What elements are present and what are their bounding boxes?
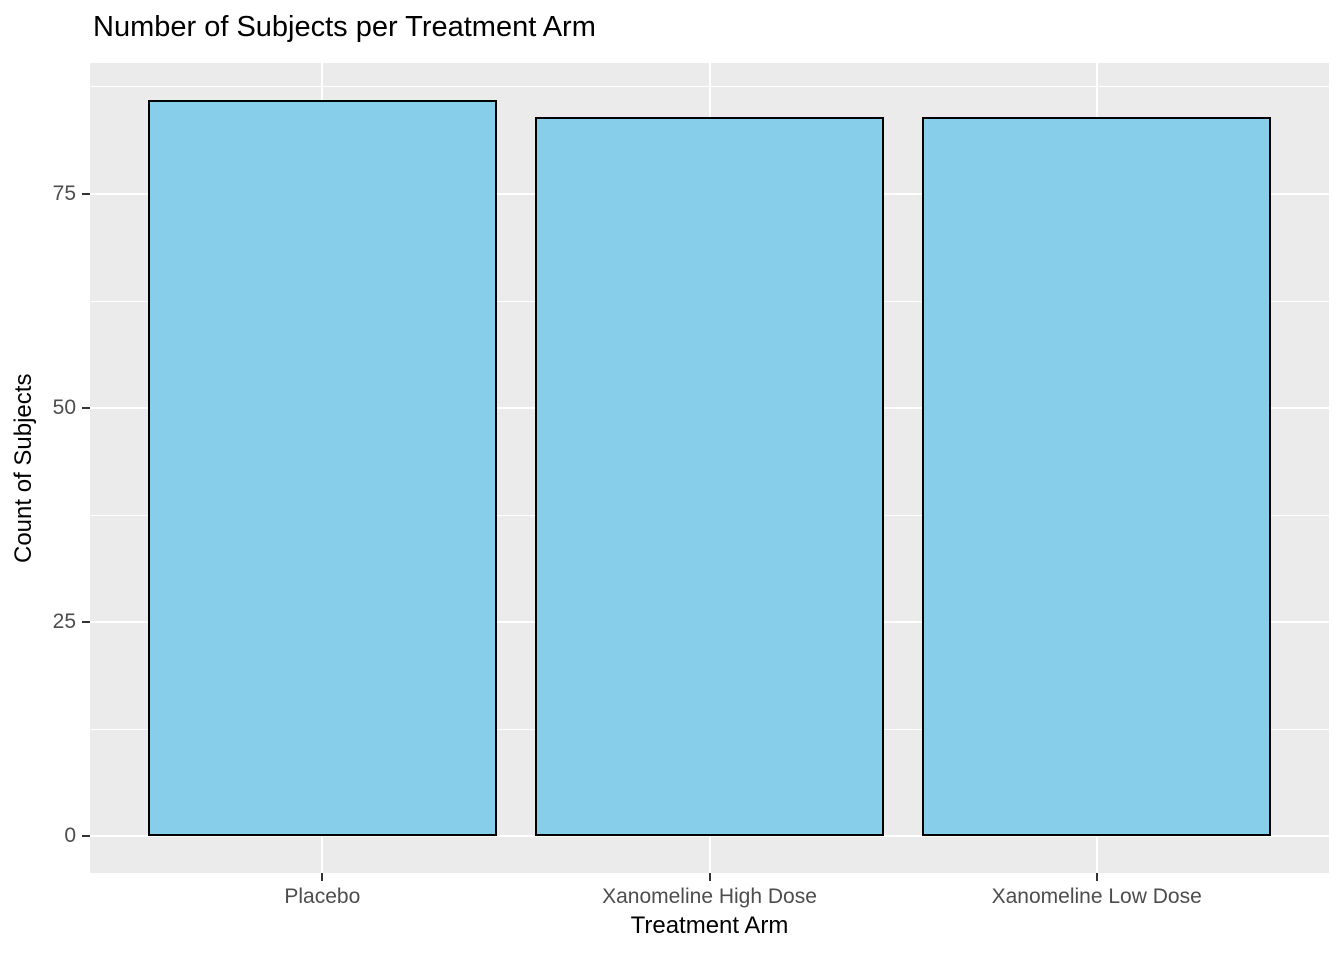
y-tick-label: 50	[52, 396, 76, 420]
bar	[535, 116, 884, 837]
x-axis-title: Treatment Arm	[630, 912, 789, 939]
y-tick-label: 25	[52, 610, 76, 634]
chart-title: Number of Subjects per Treatment Arm	[93, 11, 596, 43]
bar	[148, 99, 497, 837]
x-tick-mark	[708, 873, 711, 881]
y-tick-mark	[82, 835, 90, 838]
x-tick-label: Placebo	[284, 885, 361, 908]
bar	[922, 116, 1271, 837]
y-tick-mark	[82, 193, 90, 195]
x-tick-mark	[321, 873, 324, 881]
plot-panel	[90, 63, 1329, 873]
y-tick-label: 0	[64, 824, 76, 848]
y-tick-label: 75	[52, 182, 76, 205]
x-tick-label: Xanomeline High Dose	[602, 885, 817, 908]
x-tick-mark	[1095, 873, 1098, 881]
x-tick-label: Xanomeline Low Dose	[991, 885, 1202, 908]
y-tick-mark	[82, 407, 90, 410]
y-tick-mark	[82, 621, 90, 624]
